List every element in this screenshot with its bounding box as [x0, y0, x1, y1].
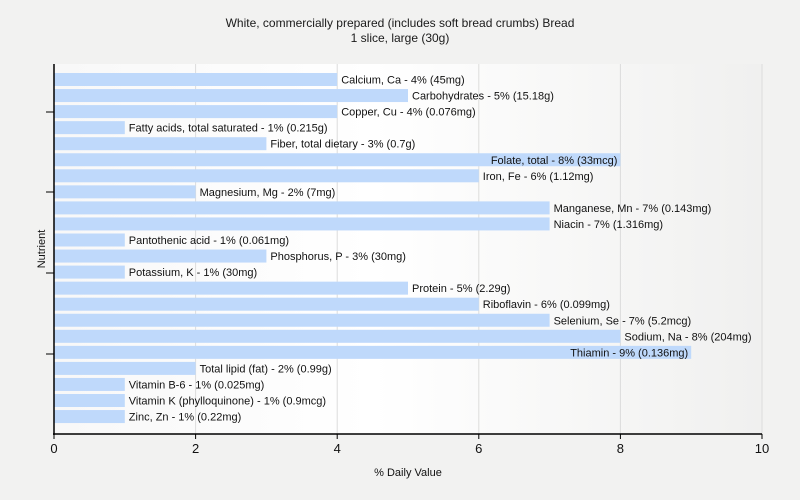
bar-label: Manganese, Mn - 7% (0.143mg) [554, 203, 712, 215]
bar-label: Vitamin K (phylloquinone) - 1% (0.9mcg) [129, 396, 326, 408]
chart-title: White, commercially prepared (includes s… [225, 16, 575, 30]
bar [54, 121, 125, 135]
bar-label: Phosphorus, P - 3% (30mg) [270, 251, 406, 263]
bar [54, 329, 621, 343]
y-axis-title: Nutrient [36, 230, 48, 269]
bar [54, 249, 267, 263]
bar [54, 137, 267, 151]
bar-label: Folate, total - 8% (33mcg) [491, 155, 618, 167]
x-axis-title: % Daily Value [374, 467, 442, 479]
bar [54, 361, 196, 375]
x-tick-label: 4 [334, 441, 341, 456]
x-tick-label: 6 [475, 441, 482, 456]
bar [54, 153, 621, 167]
bar-label: Protein - 5% (2.29g) [412, 283, 510, 295]
bar [54, 394, 125, 407]
bar-label: Riboflavin - 6% (0.099mg) [483, 299, 610, 311]
chart-subtitle: 1 slice, large (30g) [350, 31, 450, 45]
bar-label: Copper, Cu - 4% (0.076mg) [341, 107, 476, 119]
bar-label: Fiber, total dietary - 3% (0.7g) [270, 139, 415, 151]
bar-label: Fatty acids, total saturated - 1% (0.215… [129, 123, 328, 135]
x-tick-label: 8 [617, 441, 624, 456]
bar [54, 297, 479, 311]
bar [54, 73, 338, 86]
bar [54, 377, 125, 391]
bar-label: Vitamin B-6 - 1% (0.025mg) [129, 379, 265, 391]
bar-label: Pantothenic acid - 1% (0.061mg) [129, 235, 289, 247]
x-tick-label: 10 [755, 441, 769, 456]
bar-label: Selenium, Se - 7% (5.2mcg) [554, 315, 692, 327]
bar [54, 169, 479, 183]
bar [54, 233, 125, 247]
bar-label: Thiamin - 9% (0.136mg) [570, 347, 688, 359]
bar [54, 201, 550, 215]
bar [54, 313, 550, 327]
bar [54, 217, 550, 231]
bar-label: Total lipid (fat) - 2% (0.99g) [200, 363, 332, 375]
bar-label: Carbohydrates - 5% (15.18g) [412, 91, 554, 103]
bar-label: Niacin - 7% (1.316mg) [554, 219, 663, 231]
bar-label: Zinc, Zn - 1% (0.22mg) [129, 412, 241, 424]
bar [54, 410, 125, 424]
bar [54, 105, 338, 119]
x-tick-label: 0 [50, 441, 57, 456]
bar-label: Iron, Fe - 6% (1.12mg) [483, 171, 594, 183]
bar-label: Sodium, Na - 8% (204mg) [624, 331, 751, 343]
x-tick-label: 2 [192, 441, 199, 456]
bar-label: Calcium, Ca - 4% (45mg) [341, 75, 464, 87]
bar [54, 345, 692, 359]
bar [54, 185, 196, 199]
bar [54, 89, 408, 103]
bar-label: Potassium, K - 1% (30mg) [129, 267, 257, 279]
bar [54, 281, 408, 295]
bar-label: Magnesium, Mg - 2% (7mg) [200, 187, 336, 199]
bar [54, 265, 125, 279]
